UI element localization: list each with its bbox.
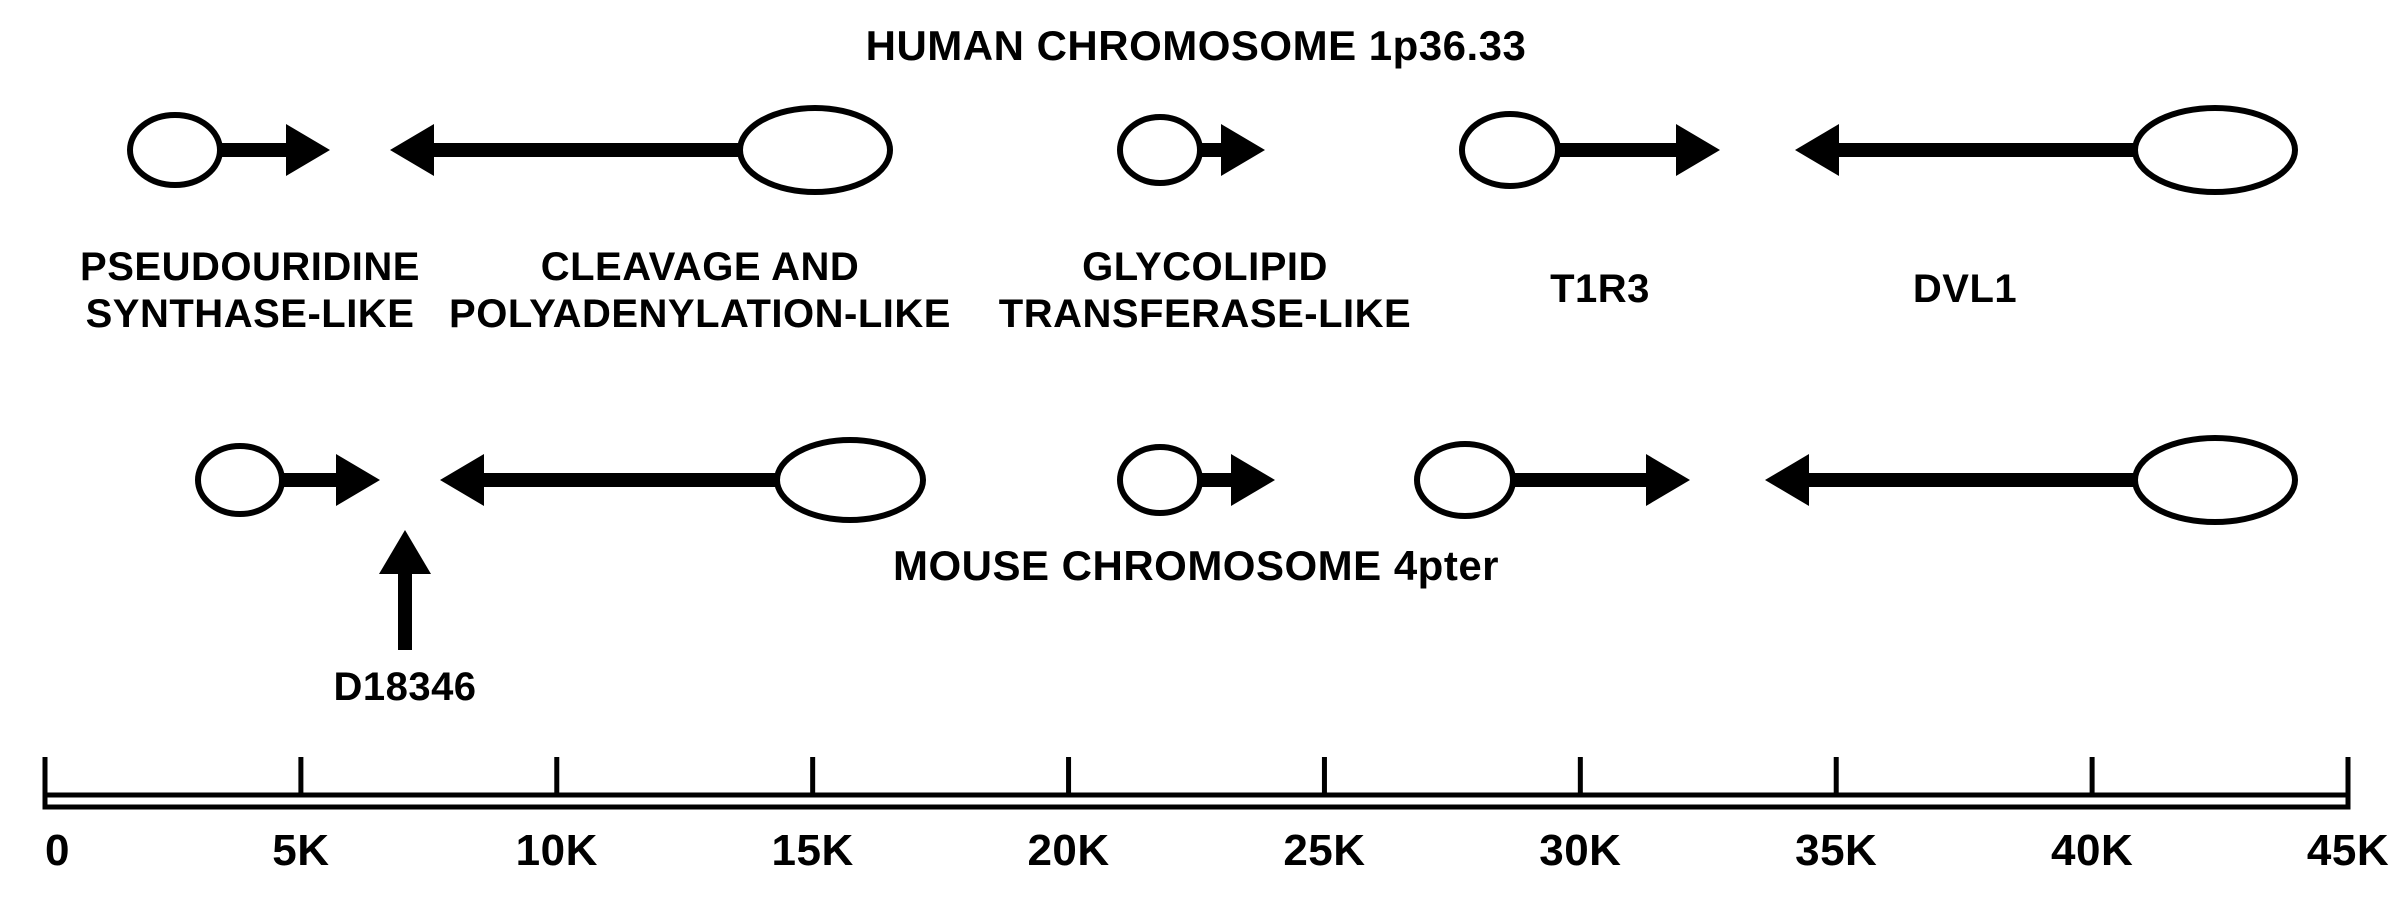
gene-glycolipid-m: [1120, 447, 1275, 513]
axis-bar: [45, 795, 2348, 807]
marker-label: D18346: [333, 665, 476, 709]
gene-arrowhead: [1765, 454, 1809, 506]
gene-oval: [2135, 438, 2295, 522]
label-pseudouridine: PSEUDOURIDINESYNTHASE-LIKE: [80, 245, 420, 336]
axis-tick-label: 20K: [1027, 826, 1109, 875]
label-dvl1-line: DVL1: [1913, 267, 2017, 311]
gene-dvl1: [1795, 108, 2295, 192]
gene-cleavage-m: [440, 440, 923, 520]
title-human: HUMAN CHROMOSOME 1p36.33: [866, 22, 1527, 69]
gene-oval: [740, 108, 890, 192]
diagram-root: HUMAN CHROMOSOME 1p36.33 MOUSE CHROMOSOME…: [0, 0, 2393, 918]
gene-arrowhead: [1231, 454, 1275, 506]
gene-arrowhead: [1221, 124, 1265, 176]
gene-t1r3: [1462, 114, 1720, 186]
axis-tick-label: 45K: [2307, 826, 2389, 875]
gene-t1r3-m: [1417, 444, 1690, 516]
gene-pseudouridine-m: [198, 446, 380, 514]
gene-oval: [2135, 108, 2295, 192]
label-pseudouridine-line: PSEUDOURIDINE: [80, 245, 420, 289]
gene-arrowhead: [336, 454, 380, 506]
gene-oval: [1462, 114, 1558, 186]
gene-oval: [1120, 447, 1200, 513]
axis-tick-label: 40K: [2051, 826, 2133, 875]
gene-arrowhead: [390, 124, 434, 176]
label-glycolipid-line: TRANSFERASE-LIKE: [999, 292, 1411, 336]
gene-oval: [777, 440, 923, 520]
label-cleavage-line: CLEAVAGE AND: [541, 245, 860, 289]
marker-arrowhead: [379, 530, 431, 574]
axis-tick-label: 0: [45, 826, 70, 875]
gene-arrowhead: [1646, 454, 1690, 506]
gene-arrowhead: [286, 124, 330, 176]
label-dvl1: DVL1: [1913, 267, 2017, 311]
gene-dvl1-m: [1765, 438, 2295, 522]
label-cleavage: CLEAVAGE ANDPOLYADENYLATION-LIKE: [449, 245, 951, 336]
axis-tick-label: 30K: [1539, 826, 1621, 875]
axis-tick-label: 25K: [1283, 826, 1365, 875]
label-cleavage-line: POLYADENYLATION-LIKE: [449, 292, 951, 336]
gene-cleavage: [390, 108, 890, 192]
gene-oval: [198, 446, 282, 514]
gene-arrowhead: [1676, 124, 1720, 176]
gene-oval: [1417, 444, 1513, 516]
diagram-svg: HUMAN CHROMOSOME 1p36.33 MOUSE CHROMOSOME…: [0, 0, 2393, 918]
axis-tick-label: 5K: [272, 826, 329, 875]
label-t1r3: T1R3: [1550, 267, 1650, 311]
label-glycolipid-line: GLYCOLIPID: [1082, 245, 1328, 289]
label-glycolipid: GLYCOLIPIDTRANSFERASE-LIKE: [999, 245, 1411, 336]
gene-pseudouridine: [130, 115, 330, 185]
axis-tick-label: 35K: [1795, 826, 1877, 875]
x-axis: 0 5K 10K 15K 20K 25K 30K 35K 40K 45K: [45, 757, 2389, 875]
gene-arrowhead: [440, 454, 484, 506]
label-pseudouridine-line: SYNTHASE-LIKE: [86, 292, 415, 336]
gene-glycolipid: [1120, 117, 1265, 183]
axis-tick-label: 10K: [516, 826, 598, 875]
gene-arrowhead: [1795, 124, 1839, 176]
label-t1r3-line: T1R3: [1550, 267, 1650, 311]
gene-oval: [130, 115, 220, 185]
axis-tick-label: 15K: [772, 826, 854, 875]
gene-oval: [1120, 117, 1200, 183]
title-mouse: MOUSE CHROMOSOME 4pter: [893, 542, 1499, 589]
